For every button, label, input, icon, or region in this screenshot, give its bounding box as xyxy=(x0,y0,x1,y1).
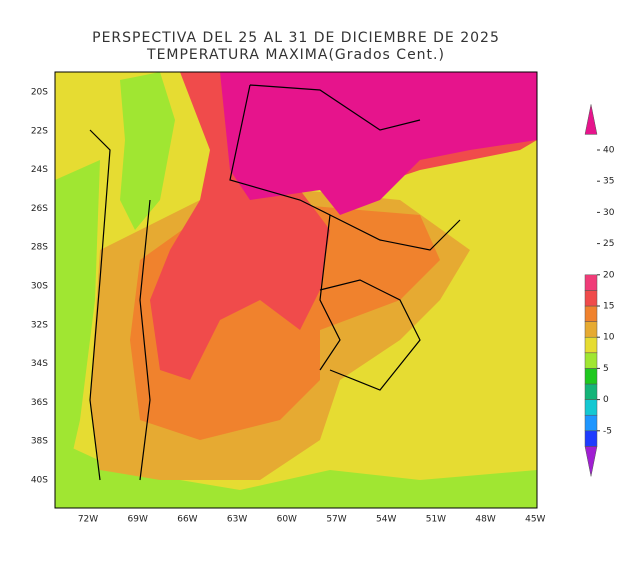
colorbar-label: 30 xyxy=(603,208,615,218)
latitude-label: 30S xyxy=(31,282,48,292)
latitude-label: 22S xyxy=(31,126,48,136)
colorbar-segment xyxy=(584,368,598,385)
latitude-label: 24S xyxy=(31,165,48,175)
temperature-field xyxy=(55,72,537,508)
colorbar-segment xyxy=(584,352,598,369)
longitude-label: 63W xyxy=(227,515,247,525)
latitude-label: 36S xyxy=(31,398,48,408)
colorbar-segment xyxy=(584,321,598,338)
longitude-label: 60W xyxy=(277,515,297,525)
colorbar-segment xyxy=(584,305,598,322)
colorbar-segment xyxy=(584,430,598,447)
colorbar-label: 40 xyxy=(603,146,615,156)
colorbar-segment xyxy=(584,446,598,477)
longitude-label: 48W xyxy=(475,515,495,525)
colorbar-label: 20 xyxy=(603,270,615,280)
longitude-label: 69W xyxy=(128,515,148,525)
map-frame xyxy=(54,71,538,509)
colorbar-segment xyxy=(584,399,598,416)
colorbar-label: 10 xyxy=(603,333,615,343)
latitude-label: 20S xyxy=(31,88,48,98)
title: PERSPECTIVA DEL 25 AL 31 DE DICIEMBRE DE… xyxy=(92,30,500,46)
latitude-label: 38S xyxy=(31,437,48,447)
longitude-label: 51W xyxy=(426,515,446,525)
colorbar-segment xyxy=(584,336,598,354)
longitude-label: 72W xyxy=(78,515,98,525)
colorbar-label: 0 xyxy=(603,395,609,405)
colorbar-segment xyxy=(584,414,598,432)
colorbar-label: 25 xyxy=(603,239,614,249)
colorbar-segment xyxy=(584,383,598,400)
colorbar-segment xyxy=(584,104,598,135)
colorbar-label: 35 xyxy=(603,177,614,187)
latitude-label: 26S xyxy=(31,204,48,214)
latitude-label: 40S xyxy=(31,476,48,486)
subtitle: TEMPERATURA MAXIMA(Grados Cent.) xyxy=(146,47,445,63)
colorbar-label: 15 xyxy=(603,302,614,312)
latitude-label: 34S xyxy=(31,359,48,369)
colorbar-label: 5 xyxy=(603,364,609,374)
longitude-label: 66W xyxy=(177,515,197,525)
colorbar-label: -5 xyxy=(603,426,612,436)
longitude-label: 57W xyxy=(326,515,346,525)
longitude-label: 54W xyxy=(376,515,396,525)
colorbar-segment xyxy=(584,274,598,291)
longitude-label: 45W xyxy=(525,515,545,525)
colorbar-segment xyxy=(584,290,598,307)
latitude-label: 28S xyxy=(31,243,48,253)
latitude-label: 32S xyxy=(31,320,48,330)
